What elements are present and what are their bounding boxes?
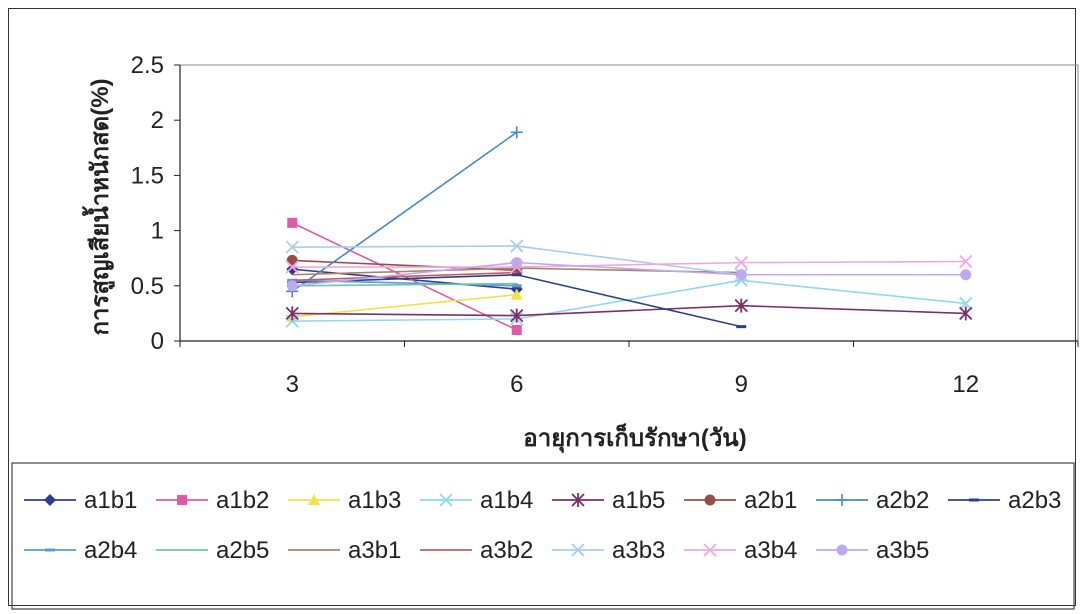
legend-label: a3b4 (744, 537, 797, 564)
legend-item-a2b4: a2b4 (24, 537, 137, 564)
legend-swatch-marker (439, 493, 453, 507)
legend-item-a2b5: a2b5 (156, 537, 269, 564)
series-line-a1b4 (292, 279, 966, 322)
legend-swatch-marker (836, 494, 848, 506)
legend-label: a1b3 (348, 487, 401, 514)
data-point-a3b5 (286, 280, 298, 292)
series-line-a3b5 (292, 261, 966, 287)
series-line-a3b2 (292, 271, 517, 282)
legend-label: a2b4 (84, 537, 137, 564)
legend-swatch-marker (704, 494, 716, 506)
y-tick-label: 0.5 (131, 273, 164, 300)
legend-item-a3b1: a3b1 (288, 537, 401, 564)
legend-label: a1b1 (84, 487, 137, 514)
legend-label: a1b4 (480, 487, 533, 514)
legend-item-a3b3: a3b3 (552, 537, 665, 564)
legend-box (11, 462, 1075, 610)
legend-swatch-marker (836, 544, 848, 556)
legend-item-a2b2: a2b2 (816, 487, 929, 514)
series-layer (285, 126, 973, 335)
series-line-a2b2 (291, 131, 518, 292)
series-a3b2 (292, 271, 517, 282)
legend-item-a2b1: a2b1 (684, 487, 797, 514)
legend: a1b1 a1b2 a1b3 a1b4 a1b5 a2b1 a2b2 a2b3 a2b4 a2b5… (11, 462, 1075, 610)
legend-label: a3b2 (480, 537, 533, 564)
x-tick-label: 6 (510, 371, 523, 398)
y-axis-title: การสูญเสียน้ำหนักสด(%) (81, 78, 115, 335)
legend-item-a1b5: a1b5 (552, 487, 665, 514)
series-line-a1b5 (292, 304, 966, 317)
data-point-a1b5 (734, 298, 748, 313)
x-axis: 3 6 9 12 (179, 341, 1079, 398)
series-a3b5 (286, 257, 972, 292)
legend-swatch-marker (308, 494, 320, 505)
legend-item-a1b3: a1b3 (288, 487, 401, 514)
legend-item-a3b5: a3b5 (816, 537, 929, 564)
legend-item-a1b4: a1b4 (420, 487, 533, 514)
data-point-a2b3 (736, 325, 747, 329)
data-point-a3b4 (959, 254, 973, 269)
data-point-a3b5 (511, 257, 523, 269)
legend-label: a2b2 (876, 487, 929, 514)
chart-frame (8, 8, 1076, 606)
legend-item-a3b4: a3b4 (684, 537, 797, 564)
legend-swatch-marker (571, 493, 585, 507)
legend-swatch-marker (177, 495, 187, 505)
legend-label: a2b5 (216, 537, 269, 564)
data-point-a3b4 (734, 255, 748, 270)
legend-swatch-marker (571, 543, 585, 557)
data-point-a1b2 (511, 324, 522, 335)
legend-swatch-marker (703, 543, 717, 557)
x-tick-label: 9 (735, 371, 748, 398)
y-axis: 0 0.5 1 1.5 2 2.5 (131, 52, 180, 355)
legend-label: a3b1 (348, 537, 401, 564)
legend-label: a2b3 (1008, 487, 1061, 514)
legend-label: a1b2 (216, 487, 269, 514)
legend-item-a1b2: a1b2 (156, 487, 269, 514)
y-tick-label: 1 (151, 218, 164, 245)
data-point-a1b2 (287, 217, 298, 228)
data-point-a3b3 (285, 240, 299, 254)
legend-label: a3b3 (612, 537, 665, 564)
series-a1b5 (285, 298, 973, 323)
series-a2b5 (292, 282, 517, 287)
legend-item-a2b3: a2b3 (948, 487, 1061, 514)
data-point-a2b3 (511, 273, 522, 277)
x-tick-label: 3 (286, 371, 299, 398)
y-tick-label: 1.5 (131, 162, 164, 189)
legend-swatch-marker (45, 548, 55, 552)
data-point-a3b5 (735, 269, 747, 281)
data-point-a1b5 (510, 308, 524, 323)
y-tick-label: 2.5 (131, 52, 164, 79)
legend-swatch-marker (44, 494, 56, 506)
data-point-a1b5 (959, 306, 973, 321)
legend-label: a1b5 (612, 487, 665, 514)
legend-label: a3b5 (876, 537, 929, 564)
data-point-a2b4 (511, 284, 522, 288)
data-point-a2b2 (510, 126, 523, 139)
series-line-a2b5 (292, 282, 517, 287)
data-point-a3b3 (510, 239, 524, 253)
data-point-a1b4 (959, 296, 973, 311)
y-tick-label: 0 (151, 328, 164, 355)
data-point-a1b5 (285, 306, 299, 321)
legend-item-a3b2: a3b2 (420, 537, 533, 564)
x-tick-label: 12 (952, 371, 979, 398)
x-axis-title: อายุการเก็บรักษา(วัน) (523, 423, 746, 454)
data-point-a3b4 (285, 260, 299, 274)
data-point-a1b3 (510, 288, 523, 300)
series-line-a3b4 (292, 260, 966, 268)
legend-label: a2b1 (744, 487, 797, 514)
data-point-a3b5 (960, 269, 972, 281)
legend-item-a1b1: a1b1 (24, 487, 137, 514)
y-tick-label: 2 (151, 107, 164, 134)
legend-swatch-marker (969, 498, 979, 502)
